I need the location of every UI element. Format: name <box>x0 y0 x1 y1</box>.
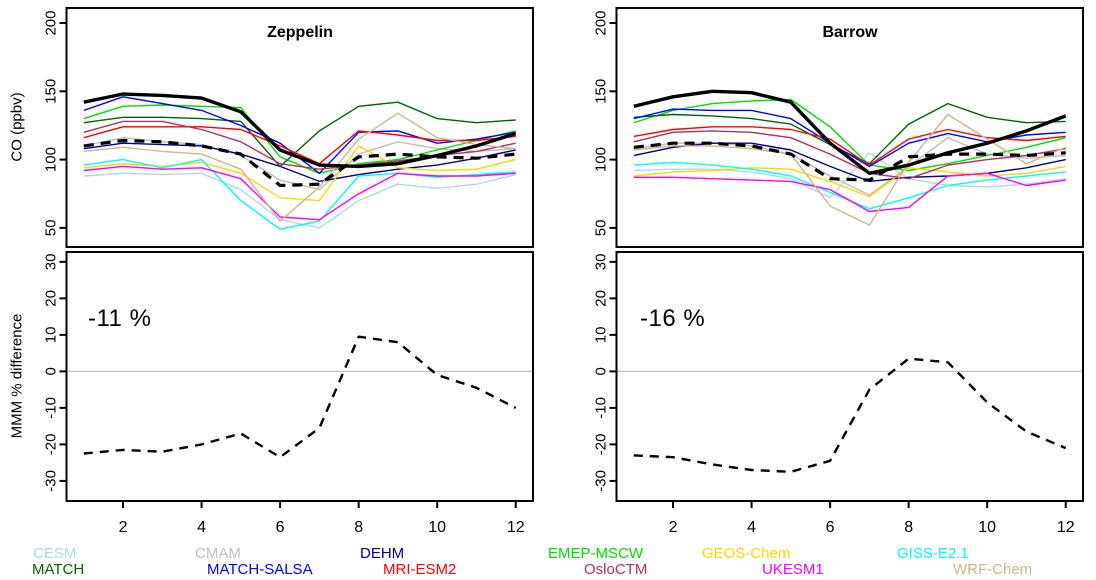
series-zeppelin-co-CMAM <box>83 136 516 191</box>
x-tick-label-zeppelin-mmm-diff-12: 12 <box>507 519 525 536</box>
legend-item-MATCH: MATCH <box>32 561 85 578</box>
x-tick-label-barrow-mmm-diff-4: 4 <box>747 519 756 536</box>
y-tick-label-zeppelin-mmm-diff-20: 20 <box>43 290 60 307</box>
legend-item-UKESM1: UKESM1 <box>762 561 824 578</box>
series-zeppelin-co-EMEP-MSCW <box>83 104 516 175</box>
legend-item-CMAM: CMAM <box>195 545 241 562</box>
series-zeppelin-co-Observations <box>83 92 517 169</box>
y-tick-label-barrow-mmm-diff-0: 0 <box>593 367 610 375</box>
y-tick-label-barrow-co-200: 200 <box>593 11 610 36</box>
x-tick-label-zeppelin-mmm-diff-6: 6 <box>276 519 285 536</box>
series-zeppelin-co-WRF-Chem <box>83 112 516 222</box>
series-barrow-co-Observations <box>633 89 1067 176</box>
y-tick-label-zeppelin-mmm-diff--20: -20 <box>43 434 60 456</box>
series-zeppelin-co-DEHM <box>83 142 516 183</box>
y-tick-label-zeppelin-mmm-diff-10: 10 <box>43 327 60 344</box>
series-zeppelin-co-MRI-ESM2 <box>83 126 516 165</box>
series-zeppelin-co-MATCH <box>83 101 516 168</box>
legend-item-GEOS-Chem: GEOS-Chem <box>702 545 791 562</box>
y-tick-label-barrow-mmm-diff--20: -20 <box>593 434 610 456</box>
y-tick-label-barrow-co-150: 150 <box>593 79 610 104</box>
annotation-barrow-mean-bias: -16 % <box>640 305 706 332</box>
series-barrow-co-MMM-multi-model-mean <box>633 141 1066 182</box>
y-tick-label-barrow-mmm-diff--30: -30 <box>593 470 610 492</box>
series-zeppelin-co-UKESM1 <box>83 165 516 221</box>
y-tick-label-barrow-mmm-diff-30: 30 <box>593 254 610 271</box>
x-tick-label-zeppelin-mmm-diff-2: 2 <box>119 519 128 536</box>
series-zeppelin-co-MATCH-SALSA <box>83 96 516 175</box>
x-tick-label-zeppelin-mmm-diff-8: 8 <box>354 519 363 536</box>
panel-title-zeppelin: Zeppelin <box>267 24 333 41</box>
panel-border-zeppelin-mmm-diff <box>65 251 534 502</box>
legend-item-GISS-E2.1: GISS-E2.1 <box>897 545 969 562</box>
legend-item-MATCH-SALSA: MATCH-SALSA <box>207 561 313 578</box>
x-tick-label-zeppelin-mmm-diff-4: 4 <box>197 519 206 536</box>
series-zeppelin-mmm-diff-MMM-difference <box>83 335 517 459</box>
series-barrow-co-WRF-Chem <box>633 113 1066 226</box>
series-zeppelin-co-MMM-multi-model-mean <box>83 138 516 188</box>
annotation-zeppelin-mean-bias: -11 % <box>88 305 152 332</box>
series-barrow-co-CESM <box>633 152 1066 199</box>
legend-item-MRI-ESM2: MRI-ESM2 <box>383 561 457 578</box>
x-tick-label-barrow-mmm-diff-12: 12 <box>1057 519 1075 536</box>
panel-border-barrow-co <box>615 7 1084 248</box>
y-tick-label-zeppelin-mmm-diff-0: 0 <box>43 367 60 375</box>
y-tick-label-barrow-mmm-diff-10: 10 <box>593 327 610 344</box>
y-tick-label-zeppelin-co-150: 150 <box>43 79 60 104</box>
y-tick-label-zeppelin-co-200: 200 <box>43 11 60 36</box>
x-tick-label-zeppelin-mmm-diff-10: 10 <box>428 519 446 536</box>
legend-item-CESM: CESM <box>33 545 77 562</box>
y-tick-label-zeppelin-mmm-diff--30: -30 <box>43 470 60 492</box>
y-tick-label-barrow-co-100: 100 <box>593 147 610 172</box>
series-barrow-co-UKESM1 <box>633 172 1066 213</box>
y-tick-label-barrow-mmm-diff-20: 20 <box>593 290 610 307</box>
y-tick-label-zeppelin-co-100: 100 <box>43 147 60 172</box>
panel-border-barrow-mmm-diff <box>615 251 1084 502</box>
series-zeppelin-co-GISS-E2.1 <box>83 158 516 230</box>
y-tick-label-zeppelin-mmm-diff-30: 30 <box>43 254 60 271</box>
y-tick-label-barrow-co-50: 50 <box>593 220 610 237</box>
series-zeppelin-co-CESM <box>83 172 516 229</box>
legend-item-DEHM: DEHM <box>360 545 405 562</box>
x-tick-label-barrow-mmm-diff-6: 6 <box>826 519 835 536</box>
legend-item-OsloCTM: OsloCTM <box>584 561 648 578</box>
y-axis-label-mmm-percent-difference: MMM % difference <box>8 313 26 439</box>
x-tick-label-barrow-mmm-diff-2: 2 <box>669 519 678 536</box>
series-barrow-co-MRI-ESM2 <box>633 126 1066 166</box>
panel-title-barrow: Barrow <box>822 24 878 41</box>
y-tick-label-zeppelin-mmm-diff--10: -10 <box>43 397 60 419</box>
series-barrow-mmm-diff-MMM-difference <box>633 357 1067 473</box>
legend-item-WRF-Chem: WRF-Chem <box>953 561 1033 578</box>
series-barrow-co-OsloCTM <box>633 130 1066 180</box>
y-tick-label-barrow-mmm-diff--10: -10 <box>593 397 610 419</box>
x-tick-label-barrow-mmm-diff-8: 8 <box>904 519 913 536</box>
legend-item-EMEP-MSCW: EMEP-MSCW <box>548 545 643 562</box>
y-axis-label-co-ppbv: CO (ppbv) <box>8 92 26 162</box>
x-tick-label-barrow-mmm-diff-10: 10 <box>978 519 996 536</box>
y-tick-label-zeppelin-co-50: 50 <box>43 220 60 237</box>
panel-border-zeppelin-co <box>65 7 534 248</box>
